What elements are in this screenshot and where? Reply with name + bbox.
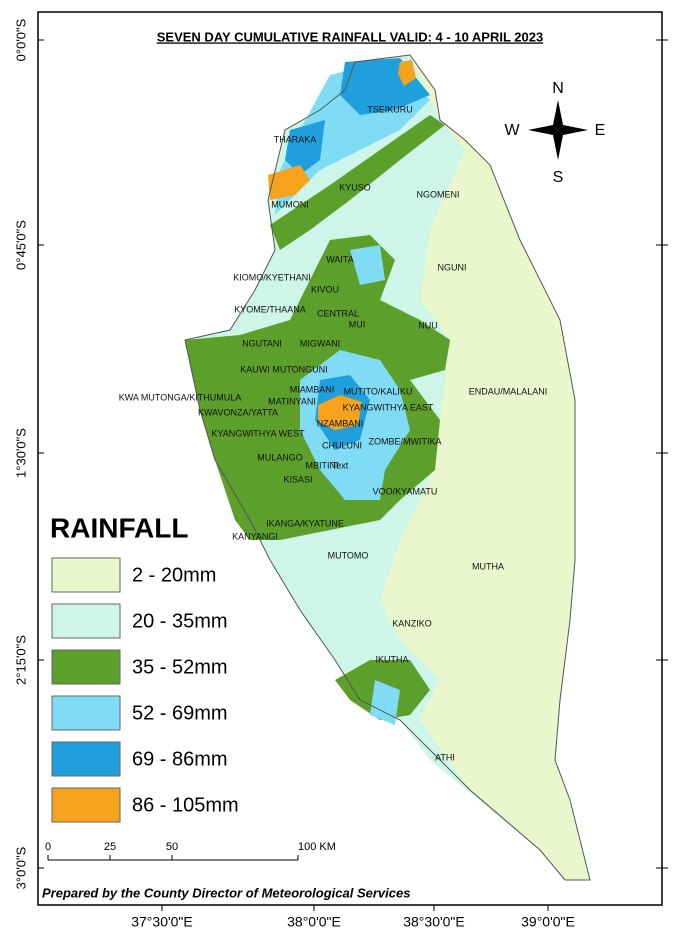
ward-label: KYANGWITHYA WEST xyxy=(211,428,305,438)
scale-label: 25 xyxy=(104,841,116,853)
ward-label: MUTOMO xyxy=(328,550,369,560)
ward-label: KWA MUTONGA/KITHUMULA xyxy=(119,392,242,402)
ward-label: ENDAU/MALALANI xyxy=(469,386,548,396)
latitude-label: 2°15'0"S xyxy=(13,635,28,685)
ward-label: MIGWANI xyxy=(300,338,340,348)
ward-label: IKUTHA xyxy=(375,654,408,664)
ward-label: KAUWI xyxy=(240,364,270,374)
legend-swatch xyxy=(51,787,121,823)
longitude-label: 39°0'0"E xyxy=(521,914,575,930)
legend: 2 - 20mm 20 - 35mm 35 - 52mm 52 - 69mm 69 - … xyxy=(51,557,239,823)
ward-label: MUMONI xyxy=(271,199,309,209)
legend-label: 52 - 69mm xyxy=(132,702,228,724)
scale-label: 50 xyxy=(166,841,178,853)
legend-title: RAINFALL xyxy=(50,512,188,543)
ward-label: NGOMENI xyxy=(416,189,459,199)
ward-label: KISASI xyxy=(283,474,312,484)
legend-swatch xyxy=(51,557,121,593)
ward-label: MIAMBANI xyxy=(290,384,335,394)
rainfall-zone xyxy=(270,115,445,250)
rainfall-zone xyxy=(398,60,416,86)
ward-label: KIOMO/KYETHANI xyxy=(233,272,311,282)
ward-label: KANZIKO xyxy=(392,618,432,628)
ward-label: KYUSO xyxy=(339,182,371,192)
ward-label: KYOME/THAANA xyxy=(234,304,306,314)
legend-swatch xyxy=(51,695,121,731)
longitude-label: 37°30'0"E xyxy=(131,914,193,930)
ward-label: NGUTANI xyxy=(242,338,282,348)
ward-label: ZOMBE/MWITIKA xyxy=(369,436,442,446)
legend-swatch xyxy=(51,741,121,777)
scale-label: 0 xyxy=(45,841,51,853)
compass: N E S W xyxy=(504,80,605,186)
scale-bar: 0 25 50 100 KM xyxy=(45,841,336,861)
legend-swatch xyxy=(51,603,121,639)
ward-label: VOO/KYAMATU xyxy=(373,486,438,496)
legend-label: 20 - 35mm xyxy=(132,610,228,632)
legend-swatch xyxy=(51,649,121,685)
longitude-label: 38°30'0"E xyxy=(403,914,465,930)
ward-label: NGUNI xyxy=(438,262,467,272)
ward-label: NUU xyxy=(418,320,438,330)
ward-label: KANYANGI xyxy=(232,531,278,541)
map-title: SEVEN DAY CUMULATIVE RAINFALL VALID: 4 -… xyxy=(157,29,543,44)
ward-label: WAITA xyxy=(326,254,354,264)
legend-label: 69 - 86mm xyxy=(132,748,228,770)
compass-e: E xyxy=(595,122,606,139)
latitude-label: 1°30'0"S xyxy=(13,428,28,478)
ward-label: IKANGA/KYATUNE xyxy=(266,518,344,528)
ward-label: MATINYANI xyxy=(268,396,316,406)
legend-label: 86 - 105mm xyxy=(132,794,239,816)
rainfall-zone xyxy=(318,395,362,430)
longitude-label: 38°0'0"E xyxy=(287,914,341,930)
ward-label: KWAVONZA/YATTA xyxy=(198,407,278,417)
ward-labels: TSEIKURU THARAKA KYUSO NGOMENI MUMONI WAITA NG… xyxy=(119,104,548,762)
compass-n: N xyxy=(552,80,564,97)
legend-label: 2 - 20mm xyxy=(132,564,216,586)
latitude-label: 0°45'0"S xyxy=(13,220,28,270)
credit: Prepared by the County Director of Meteo… xyxy=(42,885,410,900)
latitude-label: 3°0'0"S xyxy=(13,846,28,889)
ward-label: TSEIKURU xyxy=(367,104,413,114)
compass-s: S xyxy=(553,169,564,186)
rainfall-zone xyxy=(370,680,400,725)
ward-label: MUTITO/KALIKU xyxy=(344,386,413,396)
legend-label: 35 - 52mm xyxy=(132,656,228,678)
ward-label: KIVOU xyxy=(311,284,339,294)
ward-label: CHULUNI xyxy=(322,440,362,450)
ward-label: MUTHA xyxy=(472,561,504,571)
ward-label: Text xyxy=(332,460,349,470)
graticule-labels: 0°0'0"S 0°45'0"S 1°30'0"S 2°15'0"S 3°0'0"S 37… xyxy=(13,18,668,930)
ward-label: MUTONGUNI xyxy=(272,364,327,374)
ward-label: THARAKA xyxy=(274,134,317,144)
compass-w: W xyxy=(504,122,520,139)
ward-label: NZAMBANI xyxy=(317,418,364,428)
rainfall-zone xyxy=(350,245,385,285)
rainfall-zone xyxy=(285,120,325,175)
ward-label: MBITINI xyxy=(306,460,339,470)
ward-label: MUI xyxy=(349,319,366,329)
county-outline xyxy=(184,54,591,881)
rainfall-zones xyxy=(184,54,591,881)
latitude-label: 0°0'0"S xyxy=(13,18,28,61)
ward-label: ATHI xyxy=(435,752,455,762)
ward-label: KYANGWITHYA EAST xyxy=(343,402,434,412)
scale-label: 100 KM xyxy=(298,841,336,853)
ward-label: MULANGO xyxy=(257,452,303,462)
rainfall-zone xyxy=(268,165,310,200)
ward-label: CENTRAL xyxy=(317,308,359,318)
